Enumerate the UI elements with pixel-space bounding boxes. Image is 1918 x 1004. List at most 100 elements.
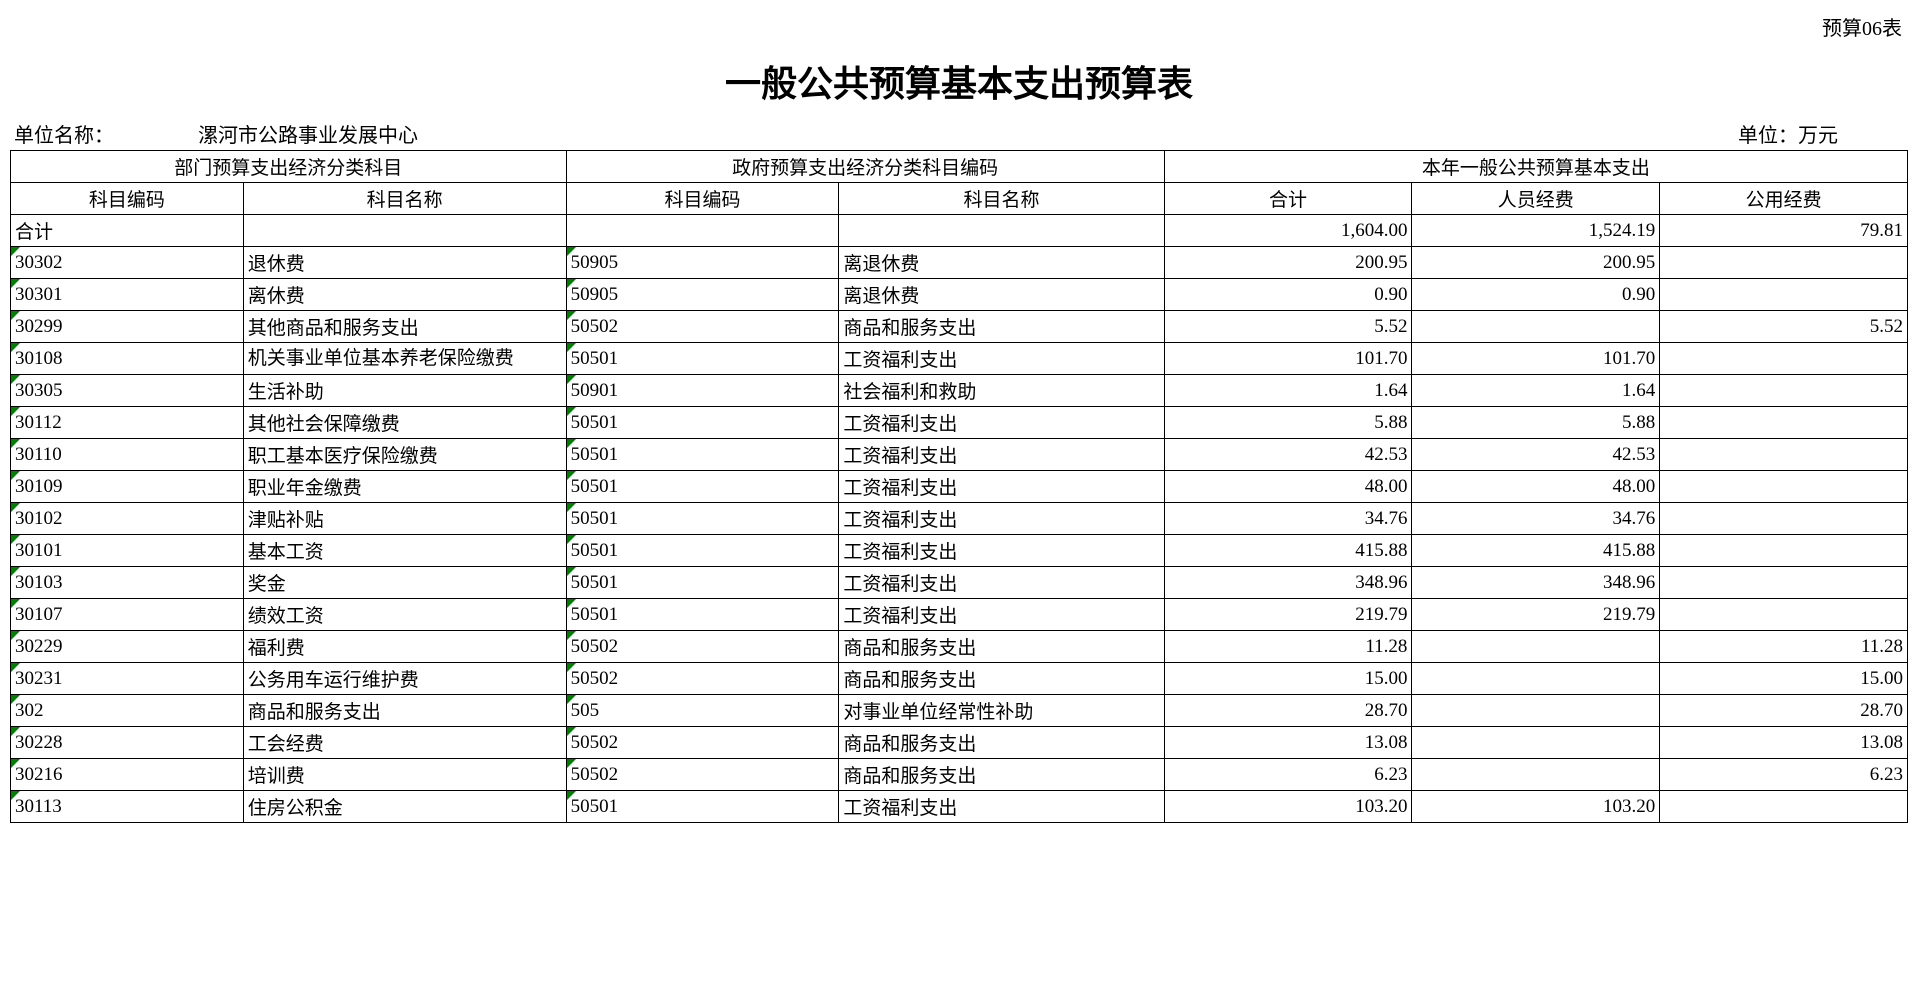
- cell-dept-name: 奖金: [243, 567, 566, 599]
- cell-public: 5.52: [1660, 311, 1908, 343]
- cell-personnel: 200.95: [1412, 247, 1660, 279]
- cell-total: 28.70: [1164, 695, 1412, 727]
- cell-total: 5.52: [1164, 311, 1412, 343]
- cell-personnel: [1412, 663, 1660, 695]
- cell-public: [1660, 343, 1908, 375]
- cell-public: [1660, 247, 1908, 279]
- cell-gov-name: 工资福利支出: [839, 471, 1164, 503]
- cell-total: 103.20: [1164, 791, 1412, 823]
- cell-personnel: 348.96: [1412, 567, 1660, 599]
- cell-gov-code: 50901: [566, 375, 839, 407]
- cell-total: 42.53: [1164, 439, 1412, 471]
- org-label: 单位名称：: [14, 119, 198, 148]
- cell-dept-code: 30113: [11, 791, 244, 823]
- cell-gov-code: 50501: [566, 567, 839, 599]
- cell-public: [1660, 375, 1908, 407]
- cell-gov-name: 离退休费: [839, 279, 1164, 311]
- cell-dept-name: 职工基本医疗保险缴费: [243, 439, 566, 471]
- table-row: 30108机关事业单位基本养老保险缴费50501工资福利支出101.70101.…: [11, 343, 1908, 375]
- cell-dept-code: 30305: [11, 375, 244, 407]
- table-row: 30216培训费50502商品和服务支出6.236.23: [11, 759, 1908, 791]
- cell-public: 11.28: [1660, 631, 1908, 663]
- cell-total: 200.95: [1164, 247, 1412, 279]
- cell-personnel: 34.76: [1412, 503, 1660, 535]
- cell-total: 1.64: [1164, 375, 1412, 407]
- cell-gov-name: 商品和服务支出: [839, 631, 1164, 663]
- cell-gov-name: 离退休费: [839, 247, 1164, 279]
- cell-public: [1660, 407, 1908, 439]
- cell-gov-code: 505: [566, 695, 839, 727]
- cell-dept-name: 机关事业单位基本养老保险缴费: [243, 343, 566, 375]
- cell-personnel: 48.00: [1412, 471, 1660, 503]
- cell-dept-name: 住房公积金: [243, 791, 566, 823]
- hdr-group-amount: 本年一般公共预算基本支出: [1164, 151, 1907, 183]
- cell-total: 15.00: [1164, 663, 1412, 695]
- table-row: 30102津贴补贴50501工资福利支出34.7634.76: [11, 503, 1908, 535]
- cell-gov-code: 50501: [566, 471, 839, 503]
- cell-dept-code: 30107: [11, 599, 244, 631]
- total-c6: 1,524.19: [1412, 215, 1660, 247]
- cell-public: 28.70: [1660, 695, 1908, 727]
- table-row: 30229福利费50502商品和服务支出11.2811.28: [11, 631, 1908, 663]
- table-row: 30110职工基本医疗保险缴费50501工资福利支出42.5342.53: [11, 439, 1908, 471]
- cell-dept-code: 30228: [11, 727, 244, 759]
- hdr-group-gov: 政府预算支出经济分类科目编码: [566, 151, 1164, 183]
- cell-gov-name: 对事业单位经常性补助: [839, 695, 1164, 727]
- total-label: 合计: [11, 215, 244, 247]
- cell-total: 6.23: [1164, 759, 1412, 791]
- table-row: 30109职业年金缴费50501工资福利支出48.0048.00: [11, 471, 1908, 503]
- hdr-c4: 科目名称: [839, 183, 1164, 215]
- cell-dept-name: 其他社会保障缴费: [243, 407, 566, 439]
- cell-total: 219.79: [1164, 599, 1412, 631]
- hdr-c2: 科目名称: [243, 183, 566, 215]
- cell-gov-name: 工资福利支出: [839, 567, 1164, 599]
- cell-dept-name: 离休费: [243, 279, 566, 311]
- header-col-row: 科目编码 科目名称 科目编码 科目名称 合计 人员经费 公用经费: [11, 183, 1908, 215]
- table-row: 30299其他商品和服务支出50502商品和服务支出5.525.52: [11, 311, 1908, 343]
- hdr-c7: 公用经费: [1660, 183, 1908, 215]
- cell-gov-name: 工资福利支出: [839, 535, 1164, 567]
- table-row: 30113住房公积金50501工资福利支出103.20103.20: [11, 791, 1908, 823]
- cell-dept-code: 30302: [11, 247, 244, 279]
- cell-personnel: [1412, 759, 1660, 791]
- cell-dept-code: 30112: [11, 407, 244, 439]
- cell-gov-code: 50501: [566, 503, 839, 535]
- cell-dept-code: 30299: [11, 311, 244, 343]
- cell-gov-name: 商品和服务支出: [839, 759, 1164, 791]
- cell-personnel: 42.53: [1412, 439, 1660, 471]
- cell-dept-code: 302: [11, 695, 244, 727]
- cell-gov-code: 50501: [566, 535, 839, 567]
- cell-gov-name: 工资福利支出: [839, 599, 1164, 631]
- table-row: 30228工会经费50502商品和服务支出13.0813.08: [11, 727, 1908, 759]
- cell-public: [1660, 503, 1908, 535]
- cell-gov-code: 50501: [566, 599, 839, 631]
- cell-gov-name: 工资福利支出: [839, 503, 1164, 535]
- cell-dept-code: 30108: [11, 343, 244, 375]
- total-c4: [839, 215, 1164, 247]
- cell-gov-name: 商品和服务支出: [839, 727, 1164, 759]
- cell-dept-name: 其他商品和服务支出: [243, 311, 566, 343]
- cell-dept-name: 绩效工资: [243, 599, 566, 631]
- cell-total: 415.88: [1164, 535, 1412, 567]
- cell-gov-code: 50905: [566, 279, 839, 311]
- table-row: 30305生活补助50901社会福利和救助1.641.64: [11, 375, 1908, 407]
- cell-total: 5.88: [1164, 407, 1412, 439]
- cell-gov-code: 50502: [566, 663, 839, 695]
- cell-gov-name: 工资福利支出: [839, 439, 1164, 471]
- hdr-c6: 人员经费: [1412, 183, 1660, 215]
- cell-total: 34.76: [1164, 503, 1412, 535]
- cell-dept-name: 福利费: [243, 631, 566, 663]
- cell-gov-name: 工资福利支出: [839, 791, 1164, 823]
- cell-gov-code: 50502: [566, 759, 839, 791]
- cell-dept-name: 商品和服务支出: [243, 695, 566, 727]
- cell-gov-code: 50501: [566, 407, 839, 439]
- cell-total: 13.08: [1164, 727, 1412, 759]
- total-c3: [566, 215, 839, 247]
- cell-public: [1660, 791, 1908, 823]
- cell-public: 13.08: [1660, 727, 1908, 759]
- cell-total: 48.00: [1164, 471, 1412, 503]
- cell-gov-code: 50502: [566, 631, 839, 663]
- cell-total: 0.90: [1164, 279, 1412, 311]
- unit-label: 单位：万元: [1710, 119, 1908, 148]
- cell-personnel: 5.88: [1412, 407, 1660, 439]
